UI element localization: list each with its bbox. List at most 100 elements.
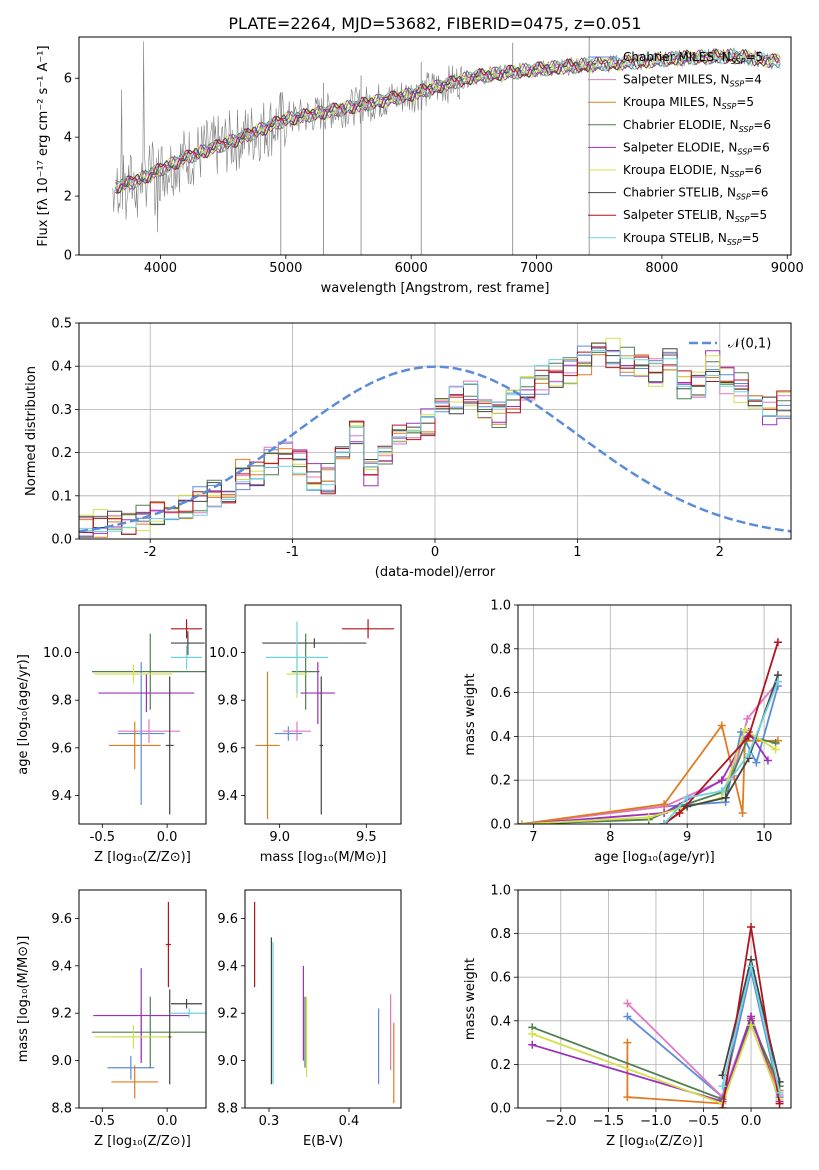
hist-line [79, 346, 791, 535]
legend-label: Salpeter STELIB, NSSP=5 [623, 208, 767, 224]
weight-marker [623, 1038, 632, 1047]
y-tick-label: 0.5 [51, 317, 72, 332]
axes-frame [517, 604, 792, 825]
y-tick-label: 0.4 [490, 1014, 511, 1029]
y-tick-label: 0.4 [51, 360, 72, 375]
x-axis-label: age [log₁₀(age/yr)] [594, 850, 715, 865]
hist-line [79, 342, 791, 535]
model-line-salpeter-stelib [115, 48, 781, 194]
weight-marker [718, 1104, 727, 1108]
weight-marker [747, 923, 756, 932]
y-tick-label: 1.0 [490, 884, 511, 899]
y-tick-label: 9.6 [217, 912, 238, 927]
y-tick-label: 9.4 [51, 959, 72, 974]
legend-label: Chabrier STELIB, NSSP=6 [623, 186, 768, 202]
plot-area [528, 923, 784, 1108]
weight-marker [717, 721, 726, 730]
weight-marker [623, 1093, 632, 1102]
y-tick-label: 0.6 [490, 971, 511, 986]
weight-marker [763, 756, 772, 765]
figure-title: PLATE=2264, MJD=53682, FIBERID=0475, z=0… [228, 14, 641, 33]
axes-frame [78, 36, 792, 256]
weight-marker [771, 745, 780, 754]
legend-label: Salpeter MILES, NSSP=4 [623, 73, 762, 89]
x-axis-label: Z [log₁₀(Z/Z⊙)] [94, 1134, 191, 1149]
x-axis-label: E(B-V) [303, 1134, 343, 1149]
y-tick-label: 9.4 [217, 959, 238, 974]
y-axis-label: Flux [fλ 10⁻¹⁷ erg cm⁻² s⁻¹ A⁻¹] [36, 45, 51, 246]
y-tick-label: 0.8 [490, 642, 511, 657]
model-line-kroupa-stelib [114, 49, 781, 191]
weight-marker [660, 800, 669, 809]
weight-marker [747, 962, 756, 971]
weight-marker [623, 999, 632, 1008]
legend-label: Salpeter ELODIE, NSSP=6 [623, 140, 770, 156]
y-tick-label: 9.0 [51, 1054, 72, 1069]
plot-area [254, 901, 395, 1104]
x-axis-label: (data-model)/error [375, 565, 496, 580]
axes-frame [78, 604, 207, 825]
panel-weight-vs-age: 7 8 9 10 0.0 0.2 0.4 0.6 0.8 1.0 age [log₁₀(age/yr… [463, 599, 792, 865]
x-tick-label: 0 [431, 545, 439, 560]
y-tick-label: 0.0 [490, 1102, 511, 1117]
weight-marker [744, 732, 753, 741]
legend-label: Kroupa STELIB, NSSP=5 [623, 231, 759, 247]
y-tick-label: 9.6 [217, 741, 238, 756]
y-tick-label: 9.6 [51, 741, 72, 756]
model-line-chabrier-elodie [115, 47, 781, 191]
y-tick-label: 0.6 [490, 686, 511, 701]
y-tick-label: 0.1 [51, 489, 72, 504]
panel-mass-vs-Z: -0.5 0.0 8.8 9.0 9.2 9.4 9.6 Z [log₁₀(Z/Z⊙)] mas… [16, 889, 207, 1149]
weight-marker [528, 1029, 537, 1038]
weight-marker [623, 1012, 632, 1021]
x-tick-label: 9.0 [269, 830, 290, 845]
x-tick-label: 9 [683, 830, 691, 845]
y-tick-label: 8.8 [51, 1102, 72, 1117]
y-tick-label: 10.0 [43, 646, 72, 661]
hist-line [79, 337, 791, 532]
y-tick-label: 0.2 [51, 446, 72, 461]
x-tick-label: −2.0 [545, 1114, 577, 1129]
weight-marker [752, 758, 761, 767]
x-tick-label: -0.5 [90, 830, 115, 845]
panel-mass-vs-ebv: 0.3 0.4 8.8 9.0 9.2 9.4 9.6 E(B-V) [217, 889, 402, 1149]
x-tick-label: 8000 [645, 261, 678, 276]
weight-marker [743, 714, 752, 723]
x-tick-label: -2 [144, 545, 157, 560]
model-line-salpeter-elodie [115, 48, 781, 191]
x-tick-label: 8 [606, 830, 614, 845]
x-tick-label: 0.3 [259, 1114, 280, 1129]
weight-marker [660, 820, 669, 824]
y-tick-label: 9.2 [217, 1007, 238, 1022]
weight-marker [775, 1088, 784, 1097]
weight-marker [747, 1012, 756, 1021]
plot-area [79, 337, 791, 538]
legend-label: Kroupa ELODIE, NSSP=6 [623, 163, 762, 179]
weight-marker [644, 813, 653, 822]
weight-marker [721, 793, 730, 802]
y-axis-label: Normed distribution [24, 366, 39, 496]
x-tick-label: 4000 [144, 261, 177, 276]
x-tick-label: 9000 [771, 261, 804, 276]
plot-area [91, 619, 206, 815]
x-tick-label: 2 [716, 545, 724, 560]
panel-age-vs-Z: -0.5 0.0 9.4 9.6 9.8 10.0 Z [log₁₀(Z/Z⊙)] age [… [16, 604, 207, 865]
plot-area [518, 638, 782, 824]
weight-marker [747, 1021, 756, 1030]
x-tick-label: 0.4 [339, 1114, 360, 1129]
panel-residuals: -2 -1 0 1 2 0.0 0.1 0.2 0.3 0.4 0.5 (data-model)/er… [24, 317, 792, 580]
y-tick-label: 9.8 [217, 694, 238, 709]
panel-age-vs-mass: 9.0 9.5 9.4 9.6 9.8 10.0 mass [log₁₀(M/M⊙)] [209, 604, 402, 865]
x-tick-label: 5000 [269, 261, 302, 276]
y-tick-label: 0.0 [51, 533, 72, 548]
legend-label: Chabrier MILES, NSSP=5 [623, 50, 763, 66]
y-tick-label: 2 [64, 190, 72, 205]
y-tick-label: 0.2 [490, 1058, 511, 1073]
x-tick-label: 9.5 [356, 830, 377, 845]
weight-marker [518, 820, 526, 824]
x-tick-label: -0.5 [90, 1114, 115, 1129]
x-tick-label: 7 [529, 830, 537, 845]
y-tick-label: 9.0 [217, 1054, 238, 1069]
axes-frame [244, 889, 402, 1109]
